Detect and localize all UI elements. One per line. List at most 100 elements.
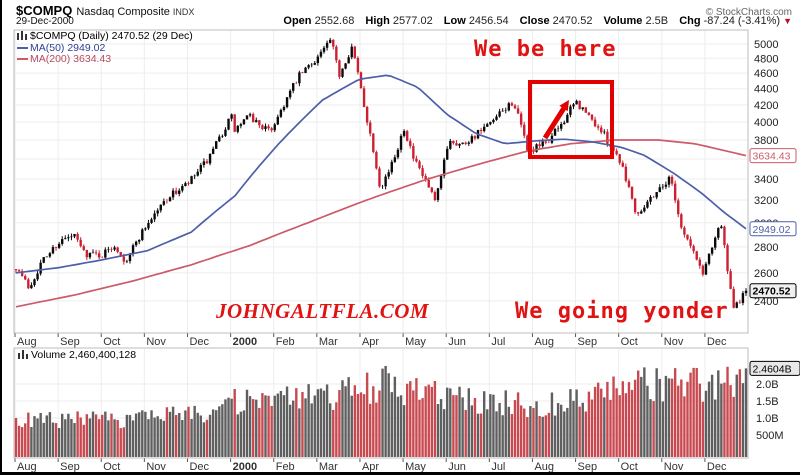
close-value: 2470.52 (552, 15, 593, 27)
low-label: Low (443, 15, 466, 27)
legend-ma50-label: MA(50) 2949.02 (30, 41, 106, 54)
volume-bars (14, 365, 748, 457)
svg-text:Oct: Oct (621, 336, 638, 348)
symbol-type: INDX (172, 7, 195, 17)
chg-label: Chg (679, 15, 701, 27)
axes: Aug Aug Sep Sep Oct Oct Nov Nov Dec Dec 2000 2000 Fe… (13, 29, 800, 473)
volume-legend-label: Volume 2,460,400,128 (31, 349, 137, 361)
close-label: Close (519, 15, 550, 27)
ma50-line-sample-icon (17, 46, 28, 49)
svg-text:Sep: Sep (578, 461, 598, 473)
chg-dropdown-icon[interactable]: ▼ (783, 16, 792, 26)
high-value: 2577.02 (392, 15, 433, 27)
svg-text:2400: 2400 (754, 296, 778, 308)
svg-text:3634.43: 3634.43 (753, 151, 791, 163)
high-label: High (365, 15, 390, 27)
annotation-we-going-yonder: We going yonder (515, 299, 729, 324)
svg-text:Apr: Apr (362, 336, 379, 348)
svg-text:Sep: Sep (60, 336, 80, 348)
svg-text:Sep: Sep (578, 336, 598, 348)
symbol: $COMPQ (16, 3, 73, 18)
legend-main-label: $COMPQ (Daily) 2470.52 (29 Dec) (30, 30, 193, 42)
svg-text:2800: 2800 (754, 242, 778, 254)
svg-text:Jun: Jun (448, 461, 466, 473)
open-label: Open (283, 15, 312, 27)
svg-text:Dec: Dec (707, 461, 727, 473)
svg-text:Aug: Aug (534, 336, 554, 348)
volume-value: 2.5B (645, 15, 669, 27)
volume-label: Volume (603, 15, 643, 27)
svg-text:Jun: Jun (448, 336, 466, 348)
svg-text:2.0B: 2.0B (756, 379, 779, 391)
chart-legend: $COMPQ (Daily) 2470.52 (29 Dec) MA(50) 2… (17, 30, 193, 66)
symbol-name: Nasdaq Composite (76, 6, 170, 18)
svg-text:Feb: Feb (276, 336, 295, 348)
screen-edge-left (0, 0, 2, 475)
legend-ma200-label: MA(200) 3634.43 (30, 53, 112, 65)
candlestick-style-icon (17, 31, 27, 40)
svg-text:4600: 4600 (754, 68, 778, 80)
svg-text:Feb: Feb (276, 461, 295, 473)
chart-date: 29-Dec-2000 (16, 16, 74, 27)
low-value: 2456.54 (468, 15, 509, 27)
svg-text:Dec: Dec (707, 336, 727, 348)
svg-text:Sep: Sep (60, 461, 80, 473)
annotation-we-be-here: We be here (474, 37, 617, 62)
svg-text:Mar: Mar (319, 336, 338, 348)
screen-edge-bottom (0, 472, 800, 475)
candlesticks (14, 37, 748, 309)
stockcharts-copyright: © StockCharts.com (705, 7, 792, 18)
chg-value: -87.24 (-3.41%) (703, 15, 781, 27)
svg-text:3200: 3200 (754, 195, 778, 207)
legend-ma50-row: MA(50) 2949.02 (17, 41, 193, 55)
svg-text:2470.52: 2470.52 (753, 286, 791, 298)
symbol-title: $COMPQ Nasdaq Composite INDX (16, 2, 194, 20)
legend-main-row: $COMPQ (Daily) 2470.52 (29 Dec) (17, 30, 193, 43)
svg-text:Oct: Oct (103, 461, 120, 473)
svg-text:Dec: Dec (189, 336, 209, 348)
svg-text:Nov: Nov (664, 336, 684, 348)
svg-text:Apr: Apr (362, 461, 379, 473)
svg-text:Jul: Jul (491, 336, 505, 348)
histogram-icon (18, 350, 28, 359)
svg-text:2600: 2600 (754, 268, 778, 280)
svg-text:4000: 4000 (754, 117, 778, 129)
header-row-title: $COMPQ Nasdaq Composite INDX © StockCharts… (16, 2, 792, 20)
svg-text:4200: 4200 (754, 100, 778, 112)
svg-text:3800: 3800 (754, 135, 778, 147)
volume-legend-row: Volume 2,460,400,128 (18, 349, 136, 361)
svg-text:Aug: Aug (534, 461, 554, 473)
svg-text:5000: 5000 (754, 39, 778, 51)
svg-text:2949.02: 2949.02 (753, 224, 791, 236)
svg-text:4400: 4400 (754, 84, 778, 96)
svg-text:Nov: Nov (146, 461, 166, 473)
annotation-highlight-box (528, 80, 614, 159)
ma200-line-sample-icon (17, 58, 28, 60)
svg-text:Jul: Jul (491, 461, 505, 473)
svg-text:2000: 2000 (233, 461, 257, 473)
moving-averages (15, 74, 747, 308)
quote-strip: Open 2552.68 High 2577.02 Low 2456.54 Cl… (275, 15, 792, 27)
svg-text:Oct: Oct (103, 336, 120, 348)
svg-text:Aug: Aug (17, 461, 37, 473)
svg-text:Nov: Nov (146, 336, 166, 348)
watermark-johngaltfla: JOHNGALTFLA.COM (216, 299, 430, 323)
svg-text:May: May (405, 461, 426, 473)
svg-text:2000: 2000 (233, 336, 257, 348)
header-row-quote: 29-Dec-2000 Open 2552.68 High 2577.02 Lo… (16, 15, 792, 27)
svg-text:500M: 500M (756, 430, 784, 442)
svg-text:2.4604B: 2.4604B (753, 363, 792, 375)
svg-text:Nov: Nov (664, 461, 684, 473)
open-value: 2552.68 (314, 15, 355, 27)
svg-text:May: May (405, 336, 426, 348)
svg-text:4800: 4800 (754, 53, 778, 65)
svg-text:1.0B: 1.0B (756, 413, 779, 425)
legend-ma200-row: MA(200) 3634.43 (17, 53, 193, 66)
svg-text:Oct: Oct (621, 461, 638, 473)
svg-text:Mar: Mar (319, 461, 338, 473)
annotation-arrow (542, 100, 569, 140)
svg-text:1.5B: 1.5B (756, 396, 779, 408)
svg-text:Dec: Dec (189, 461, 209, 473)
